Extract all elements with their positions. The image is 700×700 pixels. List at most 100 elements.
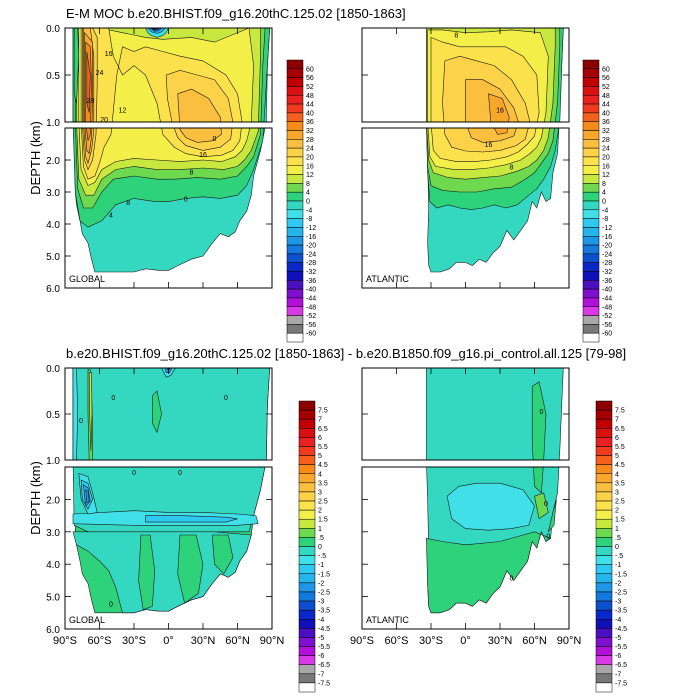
colorbar-swatch — [582, 218, 600, 228]
contour-label: 0 — [109, 601, 113, 608]
colorbar-swatch — [582, 147, 600, 158]
colorbar-label: -28 — [306, 260, 316, 267]
colorbar-label: .5 — [318, 535, 324, 542]
colorbar-label: -40 — [602, 287, 612, 294]
colorbar-label: -2.5 — [318, 589, 330, 596]
colorbar-label: -7 — [318, 671, 324, 678]
colorbar-swatch — [595, 582, 613, 593]
colorbar-label: 3 — [615, 489, 619, 496]
region-label: ATLANTIC — [366, 274, 409, 284]
colorbar-label: -16 — [306, 234, 316, 241]
colorbar-swatch — [582, 244, 600, 255]
colorbar-swatch — [286, 165, 304, 175]
colorbar-swatch — [286, 236, 304, 246]
field-pos-tongue — [138, 534, 156, 611]
colorbar-swatch — [286, 147, 304, 158]
colorbar-label: 48 — [602, 93, 610, 100]
region-label: GLOBAL — [69, 615, 105, 625]
colorbar-label: 16 — [306, 163, 314, 170]
colorbar-label: -24 — [602, 251, 612, 258]
contour-label: 28 — [86, 98, 94, 105]
colorbars: 60565248444036322824201612840-4-8-12-16-… — [286, 59, 627, 693]
colorbar-swatch — [286, 200, 304, 211]
colorbar-label: 5 — [318, 453, 322, 460]
y-tick-label: 3.0 — [46, 188, 60, 199]
colorbar-label: -44 — [602, 295, 612, 302]
colorbar-label: -3 — [615, 599, 621, 606]
colorbar-swatch — [298, 628, 316, 638]
contour-label: 0 — [184, 197, 188, 204]
colorbar-swatch — [298, 409, 316, 420]
colorbar-swatch — [582, 77, 600, 87]
colorbar-label: -52 — [602, 313, 612, 320]
colorbar-swatch — [582, 130, 600, 140]
field-neg05 — [446, 482, 535, 531]
colorbar-swatch — [582, 262, 600, 272]
colorbar-label: 24 — [602, 146, 610, 153]
x-tick-label: 60°N — [225, 635, 250, 647]
colorbar-swatch — [286, 262, 304, 272]
colorbar-swatch — [298, 482, 316, 493]
y-tick-label: 0.0 — [46, 364, 60, 375]
colorbar-label: -48 — [602, 304, 612, 311]
colorbar-swatch — [298, 528, 316, 538]
contour-label: 20 — [100, 117, 108, 124]
colorbar-label: 0 — [615, 544, 619, 551]
y-tick-label: 1.0 — [46, 118, 60, 129]
colorbar-label: 7 — [615, 417, 619, 424]
colorbar-label: 3 — [318, 489, 322, 496]
field-neg15-band — [145, 515, 238, 523]
colorbar-swatch — [582, 315, 600, 325]
colorbar-swatch — [595, 473, 613, 484]
colorbar-swatch — [582, 103, 600, 114]
y-tick-label: 2.0 — [46, 156, 60, 167]
y-tick-label: 2.0 — [46, 495, 60, 506]
colorbar-label: 0 — [318, 544, 322, 551]
colorbar-swatch — [595, 682, 613, 693]
x-tick-label: 60°N — [522, 635, 547, 647]
x-tick-label: 90°N — [557, 635, 582, 647]
colorbar-label: -44 — [306, 295, 316, 302]
colorbar-label: 56 — [602, 75, 610, 82]
colorbar-label: -60 — [306, 331, 316, 338]
colorbar-label: 3.5 — [318, 480, 328, 487]
colorbar-label: 4 — [318, 471, 322, 478]
colorbar-swatch — [298, 609, 316, 620]
colorbar-swatch — [582, 183, 600, 193]
y-tick-label: 5.0 — [46, 252, 60, 263]
colorbar-label: 4 — [306, 190, 310, 197]
colorbar-swatch — [582, 174, 600, 184]
colorbar-label: -60 — [602, 331, 612, 338]
colorbar-label: 6.5 — [318, 426, 328, 433]
colorbar-bottom-atlantic: 7.576.565.554.543.532.521.51.50-.5-1-1.5… — [595, 400, 627, 693]
colorbar-label: -5 — [318, 635, 324, 642]
y-tick-label: 4.0 — [46, 220, 60, 231]
colorbar-label: 6 — [615, 435, 619, 442]
field-pos-deep — [426, 530, 552, 614]
colorbar-swatch — [286, 174, 304, 184]
contour-label: 0 — [546, 533, 550, 540]
colorbar-swatch — [286, 183, 304, 193]
x-tick-label: 30°N — [191, 635, 216, 647]
colorbar-swatch — [298, 546, 316, 556]
contour-label: 0 — [544, 501, 548, 508]
colorbar-label: -7.5 — [615, 680, 627, 687]
colorbar-label: -2 — [615, 580, 621, 587]
colorbar-swatch — [286, 156, 304, 166]
colorbar-label: -5.5 — [615, 644, 627, 651]
field-shelf — [73, 28, 80, 104]
colorbar-label: -4.5 — [615, 626, 627, 633]
contour-label: 8 — [126, 200, 130, 207]
field-ta: 8 16 16 8 — [426, 28, 564, 273]
colorbar-label: 16 — [602, 163, 610, 170]
contour-label: 8 — [510, 165, 514, 172]
colorbar-label: 44 — [306, 102, 314, 109]
colorbar-label: -7.5 — [318, 680, 330, 687]
colorbar-swatch — [595, 418, 613, 429]
colorbar-label: 3.5 — [615, 480, 625, 487]
colorbar-swatch — [286, 86, 304, 96]
colorbar-label: 32 — [306, 128, 314, 135]
colorbar-swatch — [595, 546, 613, 556]
colorbar-swatch — [298, 418, 316, 429]
colorbar-swatch — [595, 646, 613, 656]
